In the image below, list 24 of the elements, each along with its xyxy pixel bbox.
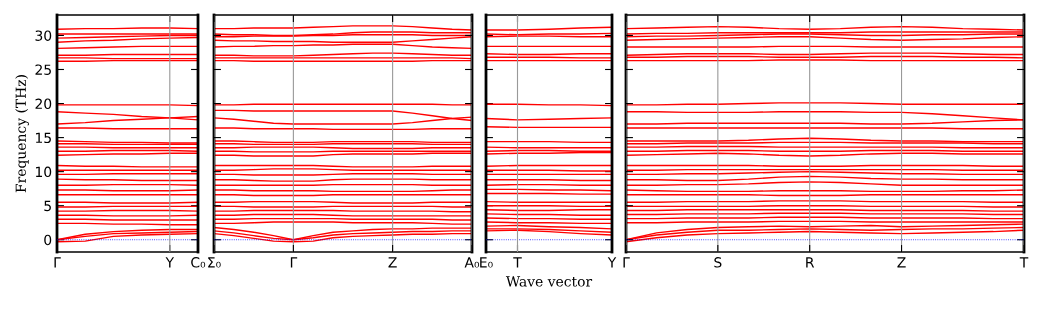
x-tick-label: Y [165, 257, 175, 268]
x-tick-label: Γ [54, 257, 61, 268]
x-tick-label: Z [897, 257, 906, 268]
x-tick-label: C₀ [191, 257, 206, 268]
y-tick-label: 20 [35, 98, 52, 110]
x-tick-label: A₀ [464, 257, 480, 268]
x-tick-label: Σ₀ [208, 257, 221, 268]
y-tick-label: 30 [35, 30, 52, 41]
x-tick-label: S [714, 257, 722, 268]
x-tick-label: T [513, 257, 522, 268]
x-tick-label: Y [607, 257, 617, 268]
y-tick-label: 5 [44, 200, 51, 212]
x-axis-title: Wave vector [505, 276, 593, 287]
y-axis-title: Frequency (THz) [15, 75, 29, 193]
y-tick-label: 25 [35, 64, 51, 75]
x-tick-label: Γ [623, 257, 630, 268]
y-tick-label: 15 [35, 132, 51, 144]
x-tick-label: T [1019, 257, 1029, 268]
x-tick-label: R [806, 257, 815, 268]
y-tick-label: 0 [44, 234, 52, 246]
x-tick-label: Γ [290, 257, 298, 268]
x-tick-label: Z [388, 257, 397, 268]
x-tick-label: E₀ [480, 257, 493, 268]
y-tick-label: 10 [35, 166, 52, 178]
